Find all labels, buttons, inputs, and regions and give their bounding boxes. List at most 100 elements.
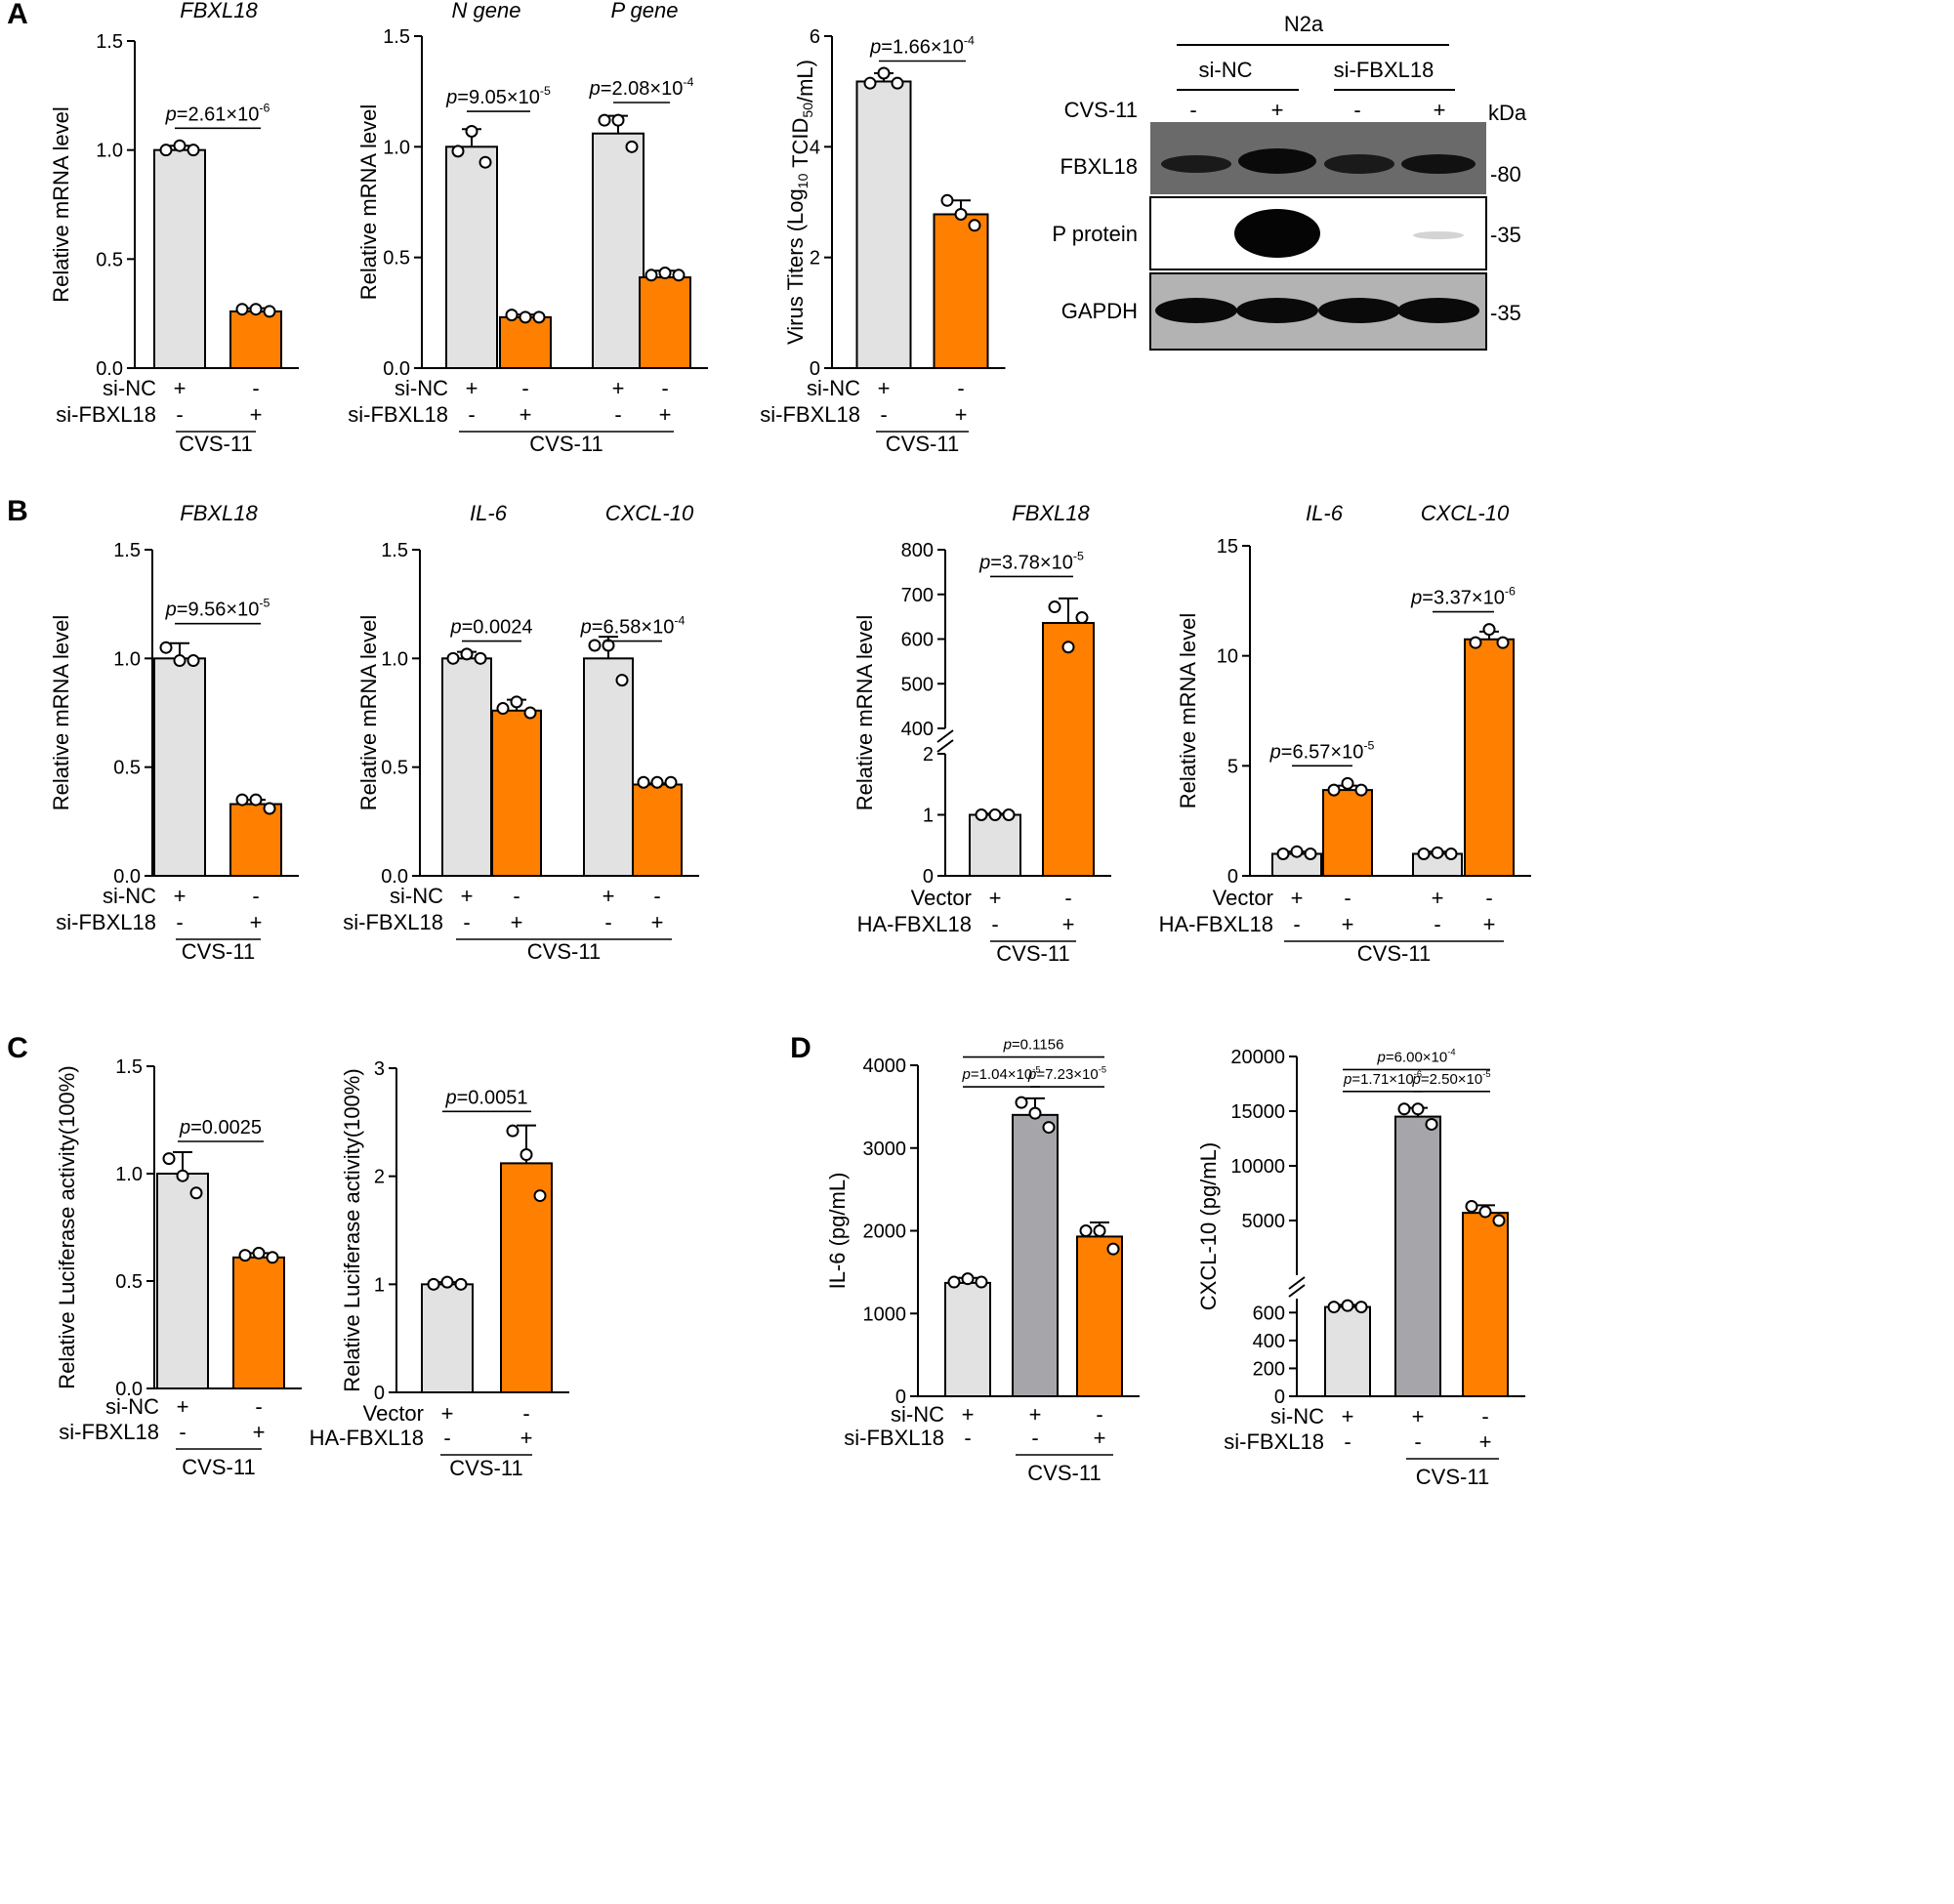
chart-title: FBXL18: [180, 501, 258, 525]
p-value-label: p=1.66×10-4: [869, 34, 975, 59]
condition-sign: +: [461, 884, 474, 908]
chart-c2: 0 1 2 3 Relative Luciferase activity(100%) p=…: [310, 1058, 569, 1480]
data-point: [173, 139, 187, 152]
p-value-text: =1.04×10: [971, 1066, 1032, 1083]
bar: [632, 783, 683, 877]
data-point: [427, 1277, 440, 1291]
data-point: [187, 144, 200, 157]
p-value-p: p: [869, 37, 881, 59]
condition-label: si-FBXL18: [343, 910, 443, 934]
condition-sign: -: [604, 910, 611, 934]
y-tick-label: 20000: [1230, 1047, 1285, 1068]
p-value-p: p: [589, 78, 601, 100]
p-value-exponent: -5: [1363, 738, 1374, 752]
data-point: [588, 639, 602, 652]
p-value-p: p: [1376, 1049, 1385, 1065]
data-point: [1469, 636, 1482, 649]
chart-b2: 0.0 0.5 1.0 1.5 Relative mRNA level IL-6 CXCL-…: [343, 501, 699, 964]
condition-sign: -: [661, 376, 668, 400]
data-point: [159, 641, 173, 654]
condition-sign: -: [1064, 886, 1071, 910]
western-blot: N2a si-NC si-FBXL18 CVS-11 - + - + kDa F…: [1052, 12, 1527, 351]
condition-sign: +: [1342, 1404, 1354, 1428]
p-value-p: p: [1027, 1066, 1036, 1083]
p-value-p: p: [165, 600, 177, 621]
condition-label: si-FBXL18: [1224, 1429, 1324, 1454]
y-axis-label-part: 10: [795, 173, 811, 188]
group-label: CVS-11: [529, 432, 603, 456]
data-point: [940, 193, 954, 207]
p-value-label: p=3.78×10-5: [978, 549, 1084, 573]
y-tick-label: 1: [923, 806, 934, 827]
p-value-text: =0.1156: [1012, 1037, 1064, 1054]
wb-sign-3: -: [1353, 98, 1360, 122]
data-point: [1482, 623, 1496, 637]
y-tick-label: 15: [1217, 536, 1238, 558]
condition-sign: +: [878, 376, 891, 400]
data-point: [451, 145, 465, 158]
condition-sign: -: [522, 1401, 529, 1426]
p-value-exponent: -6: [1505, 585, 1516, 599]
condition-sign: +: [1483, 912, 1496, 936]
data-point: [961, 1272, 975, 1286]
data-point: [1290, 845, 1304, 858]
condition-label: si-FBXL18: [844, 1426, 944, 1450]
wb-sign-2: +: [1271, 98, 1284, 122]
p-value-exponent: -4: [683, 75, 693, 89]
y-tick-label: 2000: [863, 1221, 907, 1243]
data-point: [1002, 808, 1016, 821]
chart-title: FBXL18: [180, 0, 258, 22]
data-point: [235, 303, 249, 316]
y-tick-label: 0: [810, 358, 820, 380]
data-point: [532, 310, 546, 324]
y-tick-label: 0.5: [115, 1271, 143, 1293]
data-point: [877, 66, 891, 80]
y-tick-label: 0: [1274, 1387, 1285, 1408]
data-point: [1304, 847, 1317, 860]
p-value-text: =6.58×10: [592, 617, 675, 639]
data-point: [474, 651, 487, 665]
y-axis-label-part: 50: [800, 103, 815, 118]
wb-band: [1238, 148, 1316, 174]
condition-sign: +: [612, 376, 625, 400]
bar: [1076, 1235, 1123, 1397]
p-value-text: =7.23×10: [1036, 1066, 1098, 1083]
wb-row-label-p-protein: P protein: [1052, 222, 1138, 246]
condition-sign: -: [463, 910, 470, 934]
y-tick-label: 400: [901, 719, 934, 740]
condition-sign: +: [253, 1420, 266, 1444]
p-value-label: p=2.50×10-5: [1411, 1069, 1490, 1088]
y-tick-label: 1.0: [115, 1164, 143, 1185]
condition-label: si-NC: [103, 884, 156, 908]
data-point: [615, 674, 629, 687]
data-point: [1411, 1102, 1425, 1116]
data-point: [1327, 1301, 1341, 1314]
condition-label: si-NC: [105, 1394, 159, 1419]
group-label: CVS-11: [1416, 1465, 1489, 1489]
data-point: [1075, 611, 1089, 625]
data-point: [235, 793, 249, 807]
bar: [499, 315, 552, 370]
data-point: [506, 1124, 520, 1138]
data-point: [1327, 783, 1341, 797]
panel-label-a: A: [7, 0, 28, 30]
data-point: [602, 639, 615, 652]
condition-label: si-NC: [395, 376, 448, 400]
p-value-p: p: [1269, 741, 1281, 763]
data-point: [478, 155, 492, 169]
p-value-p: p: [450, 617, 462, 639]
condition-sign: -: [991, 912, 998, 936]
panel-letters: A B C D: [7, 0, 811, 1064]
group-label: CVS-11: [1357, 941, 1431, 966]
group-label: CVS-11: [182, 1455, 255, 1479]
wb-band: [1318, 298, 1400, 323]
bar: [639, 276, 691, 370]
p-value-p: p: [445, 1087, 457, 1108]
bar: [855, 80, 912, 369]
condition-sign: +: [511, 910, 523, 934]
condition-sign: -: [521, 376, 528, 400]
y-axis-label-part: Virus Titers (Log: [783, 188, 808, 345]
p-value-label: p=0.1156: [1003, 1037, 1064, 1054]
bar: [445, 145, 498, 369]
